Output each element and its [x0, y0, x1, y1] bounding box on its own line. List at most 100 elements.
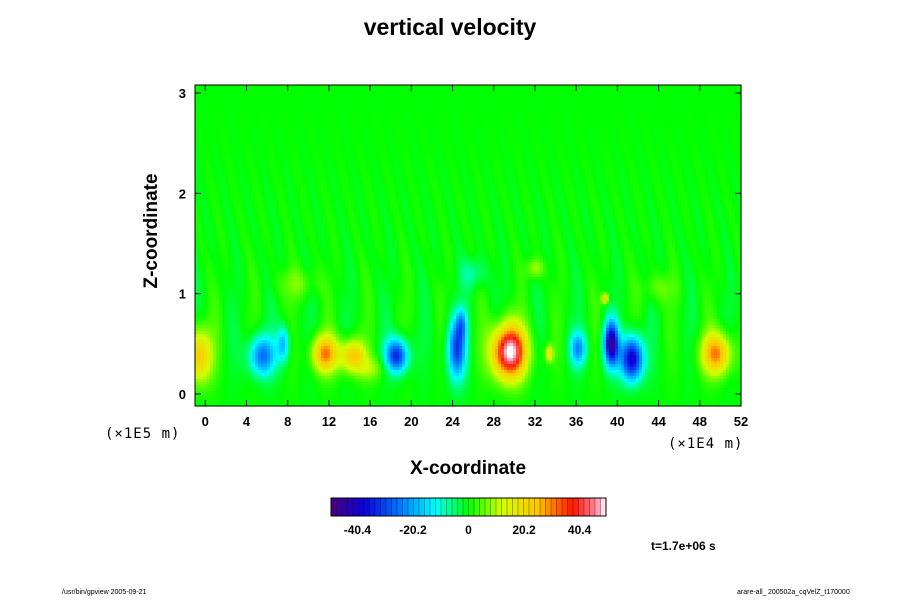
heatmap-cell — [225, 109, 229, 113]
heatmap-cell — [228, 97, 232, 101]
heatmap-cell — [204, 259, 208, 263]
heatmap-cell — [225, 334, 229, 338]
heatmap-cell — [198, 88, 202, 92]
heatmap-cell — [225, 178, 229, 182]
heatmap-cell — [216, 139, 220, 143]
heatmap-cell — [198, 133, 202, 137]
heatmap-cell — [198, 193, 202, 197]
heatmap-cell — [213, 298, 217, 302]
heatmap-cell — [222, 88, 226, 92]
heatmap-cell — [234, 304, 238, 308]
heatmap-cell — [204, 133, 208, 137]
heatmap-cell — [198, 334, 202, 338]
heatmap-cell — [228, 211, 232, 215]
heatmap-cell — [225, 319, 229, 323]
heatmap-cell — [201, 295, 205, 299]
heatmap-cell — [219, 340, 223, 344]
heatmap-cell — [204, 382, 208, 386]
heatmap-cell — [201, 388, 205, 392]
heatmap-cell — [213, 154, 217, 158]
heatmap-cell — [201, 178, 205, 182]
heatmap-cell — [219, 100, 223, 104]
heatmap-cell — [198, 385, 202, 389]
heatmap-cell — [222, 370, 226, 374]
heatmap-cell — [225, 235, 229, 239]
heatmap-cell — [228, 196, 232, 200]
heatmap-cell — [225, 220, 229, 224]
heatmap-cell — [213, 85, 217, 89]
heatmap-cell — [219, 304, 223, 308]
heatmap-cell — [231, 175, 235, 179]
heatmap-cell — [234, 286, 238, 290]
heatmap-cell — [201, 133, 205, 137]
heatmap-cell — [210, 310, 214, 314]
heatmap-cell — [210, 232, 214, 236]
heatmap-cell — [201, 382, 205, 386]
heatmap-cell — [213, 268, 217, 272]
heatmap-cell — [234, 88, 238, 92]
heatmap-cell — [219, 121, 223, 125]
heatmap-cell — [207, 370, 211, 374]
heatmap-cell — [225, 181, 229, 185]
heatmap-cell — [195, 238, 199, 242]
heatmap-cell — [228, 295, 232, 299]
heatmap-cell — [231, 337, 235, 341]
heatmap-cell — [228, 139, 232, 143]
heatmap-cell — [207, 133, 211, 137]
heatmap-cell — [231, 250, 235, 254]
heatmap-cell — [198, 148, 202, 152]
heatmap-cell — [228, 376, 232, 380]
heatmap-cell — [195, 220, 199, 224]
heatmap-cell — [228, 208, 232, 212]
heatmap-cell — [207, 181, 211, 185]
heatmap-cell — [228, 136, 232, 140]
heatmap-cell — [210, 298, 214, 302]
heatmap-cell — [207, 388, 211, 392]
heatmap-cell — [234, 301, 238, 305]
heatmap-cell — [210, 133, 214, 137]
heatmap-cell — [207, 169, 211, 173]
heatmap-cell — [234, 271, 238, 275]
heatmap-cell — [207, 196, 211, 200]
heatmap-cell — [216, 91, 220, 95]
heatmap-cell — [216, 397, 220, 401]
heatmap-cell — [201, 385, 205, 389]
heatmap-cell — [231, 154, 235, 158]
heatmap-cell — [210, 250, 214, 254]
heatmap-cell — [225, 217, 229, 221]
heatmap-cell — [207, 298, 211, 302]
heatmap-cell — [198, 238, 202, 242]
heatmap-cell — [210, 148, 214, 152]
heatmap-cell — [213, 385, 217, 389]
heatmap-cell — [207, 322, 211, 326]
heatmap-cell — [195, 253, 199, 257]
heatmap-cell — [219, 370, 223, 374]
heatmap-cell — [228, 235, 232, 239]
heatmap-cell — [201, 136, 205, 140]
heatmap-cell — [219, 91, 223, 95]
heatmap-cell — [207, 343, 211, 347]
heatmap-cell — [213, 106, 217, 110]
heatmap-cell — [195, 115, 199, 119]
heatmap-cell — [219, 211, 223, 215]
heatmap-cell — [219, 346, 223, 350]
heatmap-cell — [213, 112, 217, 116]
heatmap-cell — [207, 304, 211, 308]
heatmap-cell — [201, 250, 205, 254]
heatmap-cell — [216, 223, 220, 227]
heatmap-cell — [234, 181, 238, 185]
heatmap-cell — [195, 217, 199, 221]
heatmap-cell — [216, 265, 220, 269]
heatmap-cell — [219, 88, 223, 92]
heatmap-cell — [219, 295, 223, 299]
heatmap-cell — [228, 214, 232, 218]
heatmap-cell — [201, 187, 205, 191]
heatmap-cell — [210, 145, 214, 149]
heatmap-cell — [210, 178, 214, 182]
heatmap-cell — [219, 397, 223, 401]
heatmap-cell — [228, 223, 232, 227]
heatmap-cell — [216, 271, 220, 275]
heatmap-cell — [219, 160, 223, 164]
heatmap-cell — [225, 355, 229, 359]
heatmap-cell — [198, 217, 202, 221]
